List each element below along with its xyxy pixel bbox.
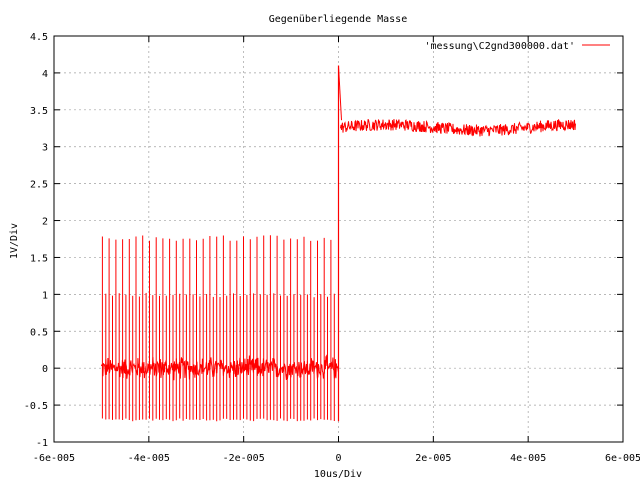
x-tick-label: -6e-005 [33, 453, 75, 464]
y-tick-label: 4 [42, 69, 48, 80]
ticks: -1 -0.5 0 0.5 1 1.5 2 2.5 3 3.5 4 4.5 -6e-005 -4e-005… [24, 32, 640, 464]
x-axis-label: 10us/Div [314, 469, 362, 480]
series-overshoot [338, 65, 342, 121]
chart-title: Gegenüberliegende Masse [269, 14, 407, 25]
y-tick-label: 2.5 [30, 180, 48, 191]
y-tick-label: 1.5 [30, 253, 48, 264]
y-tick-label: 0 [42, 364, 48, 375]
y-tick-label: 3 [42, 143, 48, 154]
x-tick-label: 4e-005 [510, 453, 546, 464]
legend-label: 'messung\C2gnd300000.dat' [424, 41, 575, 52]
x-tick-label: -2e-005 [223, 453, 265, 464]
y-tick-label: 1 [42, 290, 48, 301]
x-tick-label: 2e-005 [415, 453, 451, 464]
y-axis-label: 1V/Div [9, 223, 20, 259]
x-tick-label: 6e-005 [605, 453, 640, 464]
plot-frame [53, 35, 624, 443]
y-tick-label: 4.5 [30, 32, 48, 43]
y-tick-label: -1 [36, 438, 48, 449]
y-tick-label: -0.5 [24, 401, 48, 412]
y-tick-label: 0.5 [30, 327, 48, 338]
y-tick-label: 2 [42, 217, 48, 228]
x-tick-label: -4e-005 [128, 453, 170, 464]
y-tick-label: 3.5 [30, 106, 48, 117]
legend: 'messung\C2gnd300000.dat' [424, 41, 610, 52]
x-tick-label: 0 [335, 453, 341, 464]
series-high-baseline [340, 119, 576, 137]
data-area [100, 65, 576, 422]
